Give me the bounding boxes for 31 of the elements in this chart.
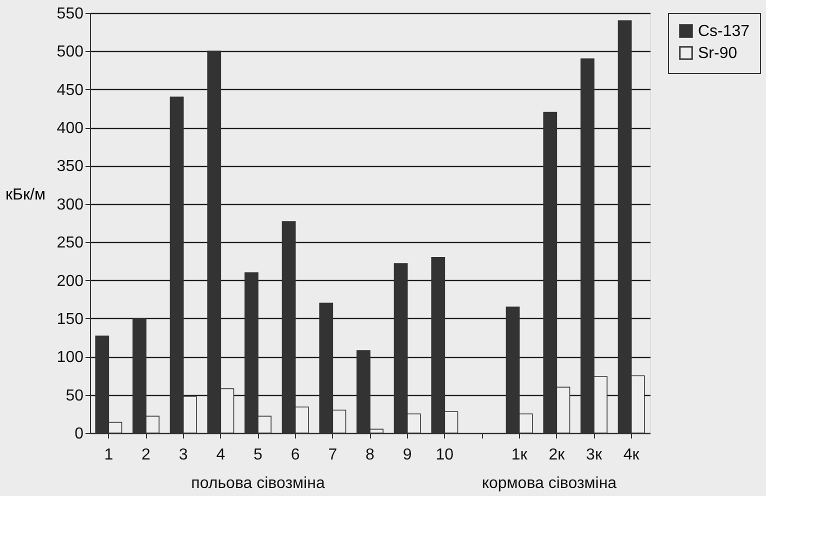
- y-axis-title: кБк/м: [6, 186, 46, 204]
- x-tick-label: 5: [254, 446, 263, 464]
- y-tick-label: 0: [74, 426, 84, 442]
- y-tick-label: 250: [56, 234, 84, 252]
- x-tick-label: 7: [328, 446, 338, 464]
- y-tick-label: 100: [56, 349, 84, 366]
- x-tick-label: 9: [402, 446, 412, 464]
- x-tick-label: 4к: [623, 446, 640, 464]
- x-tick-label: 4: [216, 446, 226, 464]
- x-tick-label: 3: [178, 446, 188, 464]
- x-tick-label: 1к: [511, 446, 528, 464]
- text: кормова сівозміна: [482, 475, 617, 492]
- x-tick-label: 2к: [548, 446, 566, 464]
- x-tick-label: 3к: [586, 446, 603, 464]
- y-tick-label: 450: [56, 82, 84, 99]
- text: польова сівозміна: [191, 475, 325, 492]
- y-tick-label: 500: [56, 44, 84, 61]
- y-tick-label: 400: [56, 120, 84, 138]
- y-tick-label: 550: [56, 6, 84, 22]
- y-tick-label: 350: [56, 158, 84, 176]
- y-tick-label: 200: [56, 272, 84, 290]
- legend-label: Sr-90: [698, 45, 738, 62]
- x-tick-label: 6: [290, 446, 300, 464]
- y-tick-label: 300: [56, 196, 84, 214]
- x-tick-label: 1: [104, 446, 114, 464]
- x-tick-label: 10: [436, 446, 454, 464]
- x-tick-label: 2: [142, 446, 151, 464]
- y-tick-label: 50: [66, 387, 84, 404]
- y-tick-label: 150: [56, 310, 84, 328]
- x-tick-label: 8: [366, 446, 375, 464]
- legend-label: Cs-137: [698, 23, 750, 40]
